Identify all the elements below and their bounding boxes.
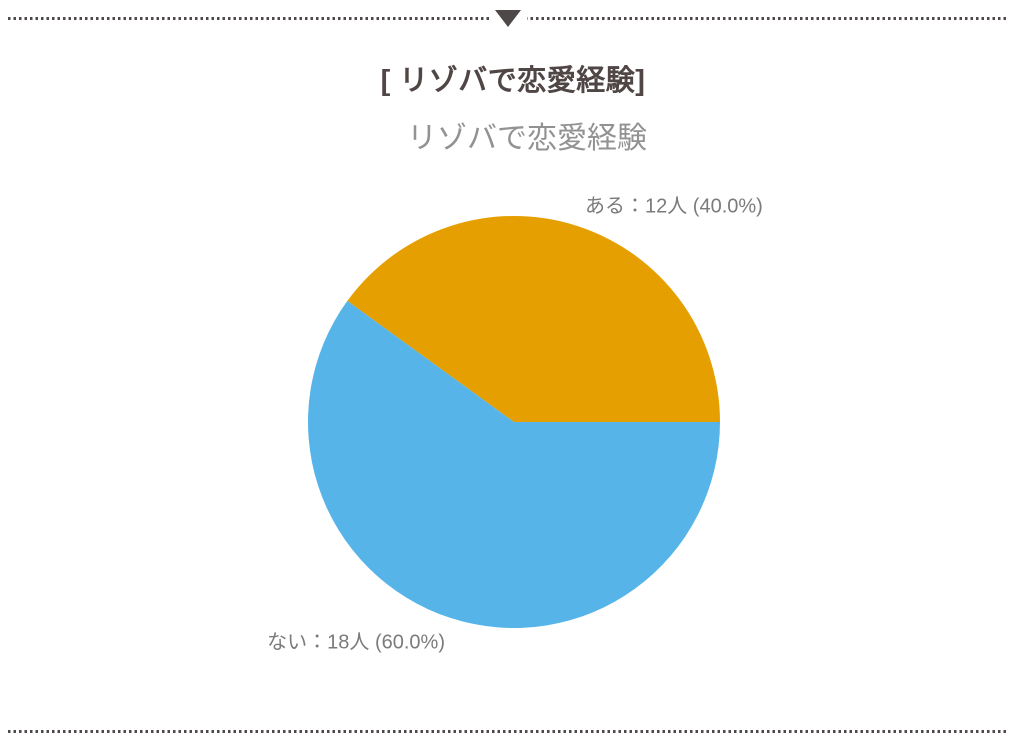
chart-title: リゾバで恋愛経験 — [407, 122, 647, 155]
pie-slice-0 — [347, 216, 720, 422]
pie-slice-label-nai: ない：18人 (60.0%) — [267, 631, 445, 654]
triangle-down-shape — [494, 10, 521, 27]
top-dotted-divider — [8, 10, 1007, 27]
pie-slice-label-aru: ある：12人 (40.0%) — [585, 195, 763, 218]
pie-slice-1 — [308, 300, 720, 629]
page-title: [ リゾバで恋愛経験] — [380, 65, 646, 97]
triangle-down-icon — [488, 10, 527, 27]
bottom-dotted-divider — [8, 730, 1007, 733]
